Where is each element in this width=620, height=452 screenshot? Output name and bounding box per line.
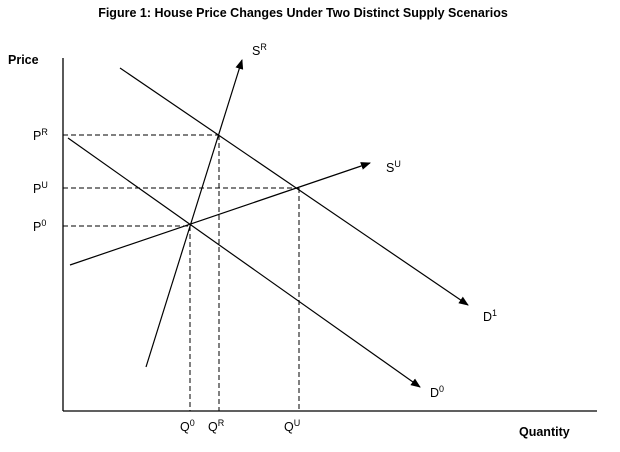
curve-d0 [67,137,421,388]
price-label-pu: PU [33,180,48,196]
curve-d1 [119,67,469,306]
y-axis-title: Price [8,53,39,67]
quantity-label-q0: Q0 [180,418,195,434]
curve-label-su: SU [386,159,401,175]
price-label-p0: P0 [33,218,46,234]
curve-sr [145,59,244,368]
quantity-label-qr: QR [208,418,225,434]
quantity-label-qu: QU [284,418,300,434]
x-axis-title: Quantity [519,425,570,439]
curve-label-sr: SR [252,42,267,58]
curve-label-d0: D0 [430,384,444,400]
curve-label-d1: D1 [483,308,497,324]
figure-title: Figure 1: House Price Changes Under Two … [98,6,508,20]
price-label-pr: PR [33,127,48,143]
curve-su [69,162,371,266]
